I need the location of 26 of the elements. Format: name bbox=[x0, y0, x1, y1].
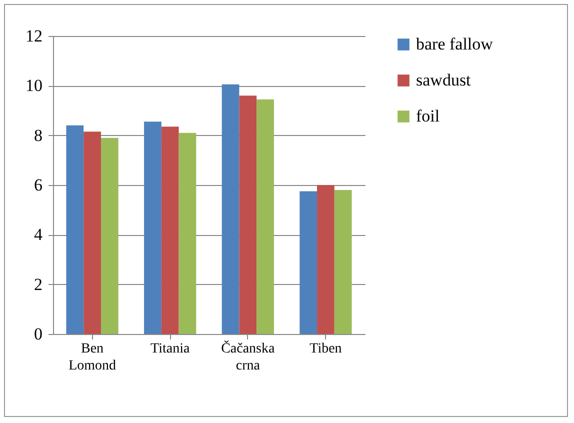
bar bbox=[317, 185, 334, 334]
bar bbox=[256, 99, 274, 334]
y-tick-label: 4 bbox=[34, 225, 43, 244]
y-tick-label: 2 bbox=[34, 274, 42, 294]
y-tick-label: 0 bbox=[34, 324, 42, 344]
bar bbox=[178, 132, 196, 334]
legend-label: sawdust bbox=[416, 70, 472, 90]
bar bbox=[239, 96, 257, 334]
x-tick-label: Titania bbox=[150, 342, 190, 356]
legend-label: foil bbox=[416, 106, 440, 126]
y-tick-label: 12 bbox=[26, 26, 42, 46]
bar bbox=[100, 138, 118, 334]
bar bbox=[334, 190, 352, 334]
y-tick-label: 8 bbox=[34, 126, 42, 145]
bar bbox=[161, 126, 179, 334]
bar bbox=[300, 191, 318, 334]
x-tick-label: Čačanska crna bbox=[221, 340, 276, 374]
y-tick-label: 10 bbox=[26, 76, 42, 96]
bar bbox=[144, 122, 162, 334]
legend-label: bare fallow bbox=[416, 34, 494, 54]
bar bbox=[66, 125, 84, 334]
y-tick-label: 6 bbox=[34, 176, 42, 194]
x-tick-label: Tiben bbox=[310, 342, 342, 356]
x-tick-label: Ben Lomond bbox=[68, 342, 116, 374]
bar bbox=[222, 84, 240, 334]
bar bbox=[84, 132, 101, 334]
